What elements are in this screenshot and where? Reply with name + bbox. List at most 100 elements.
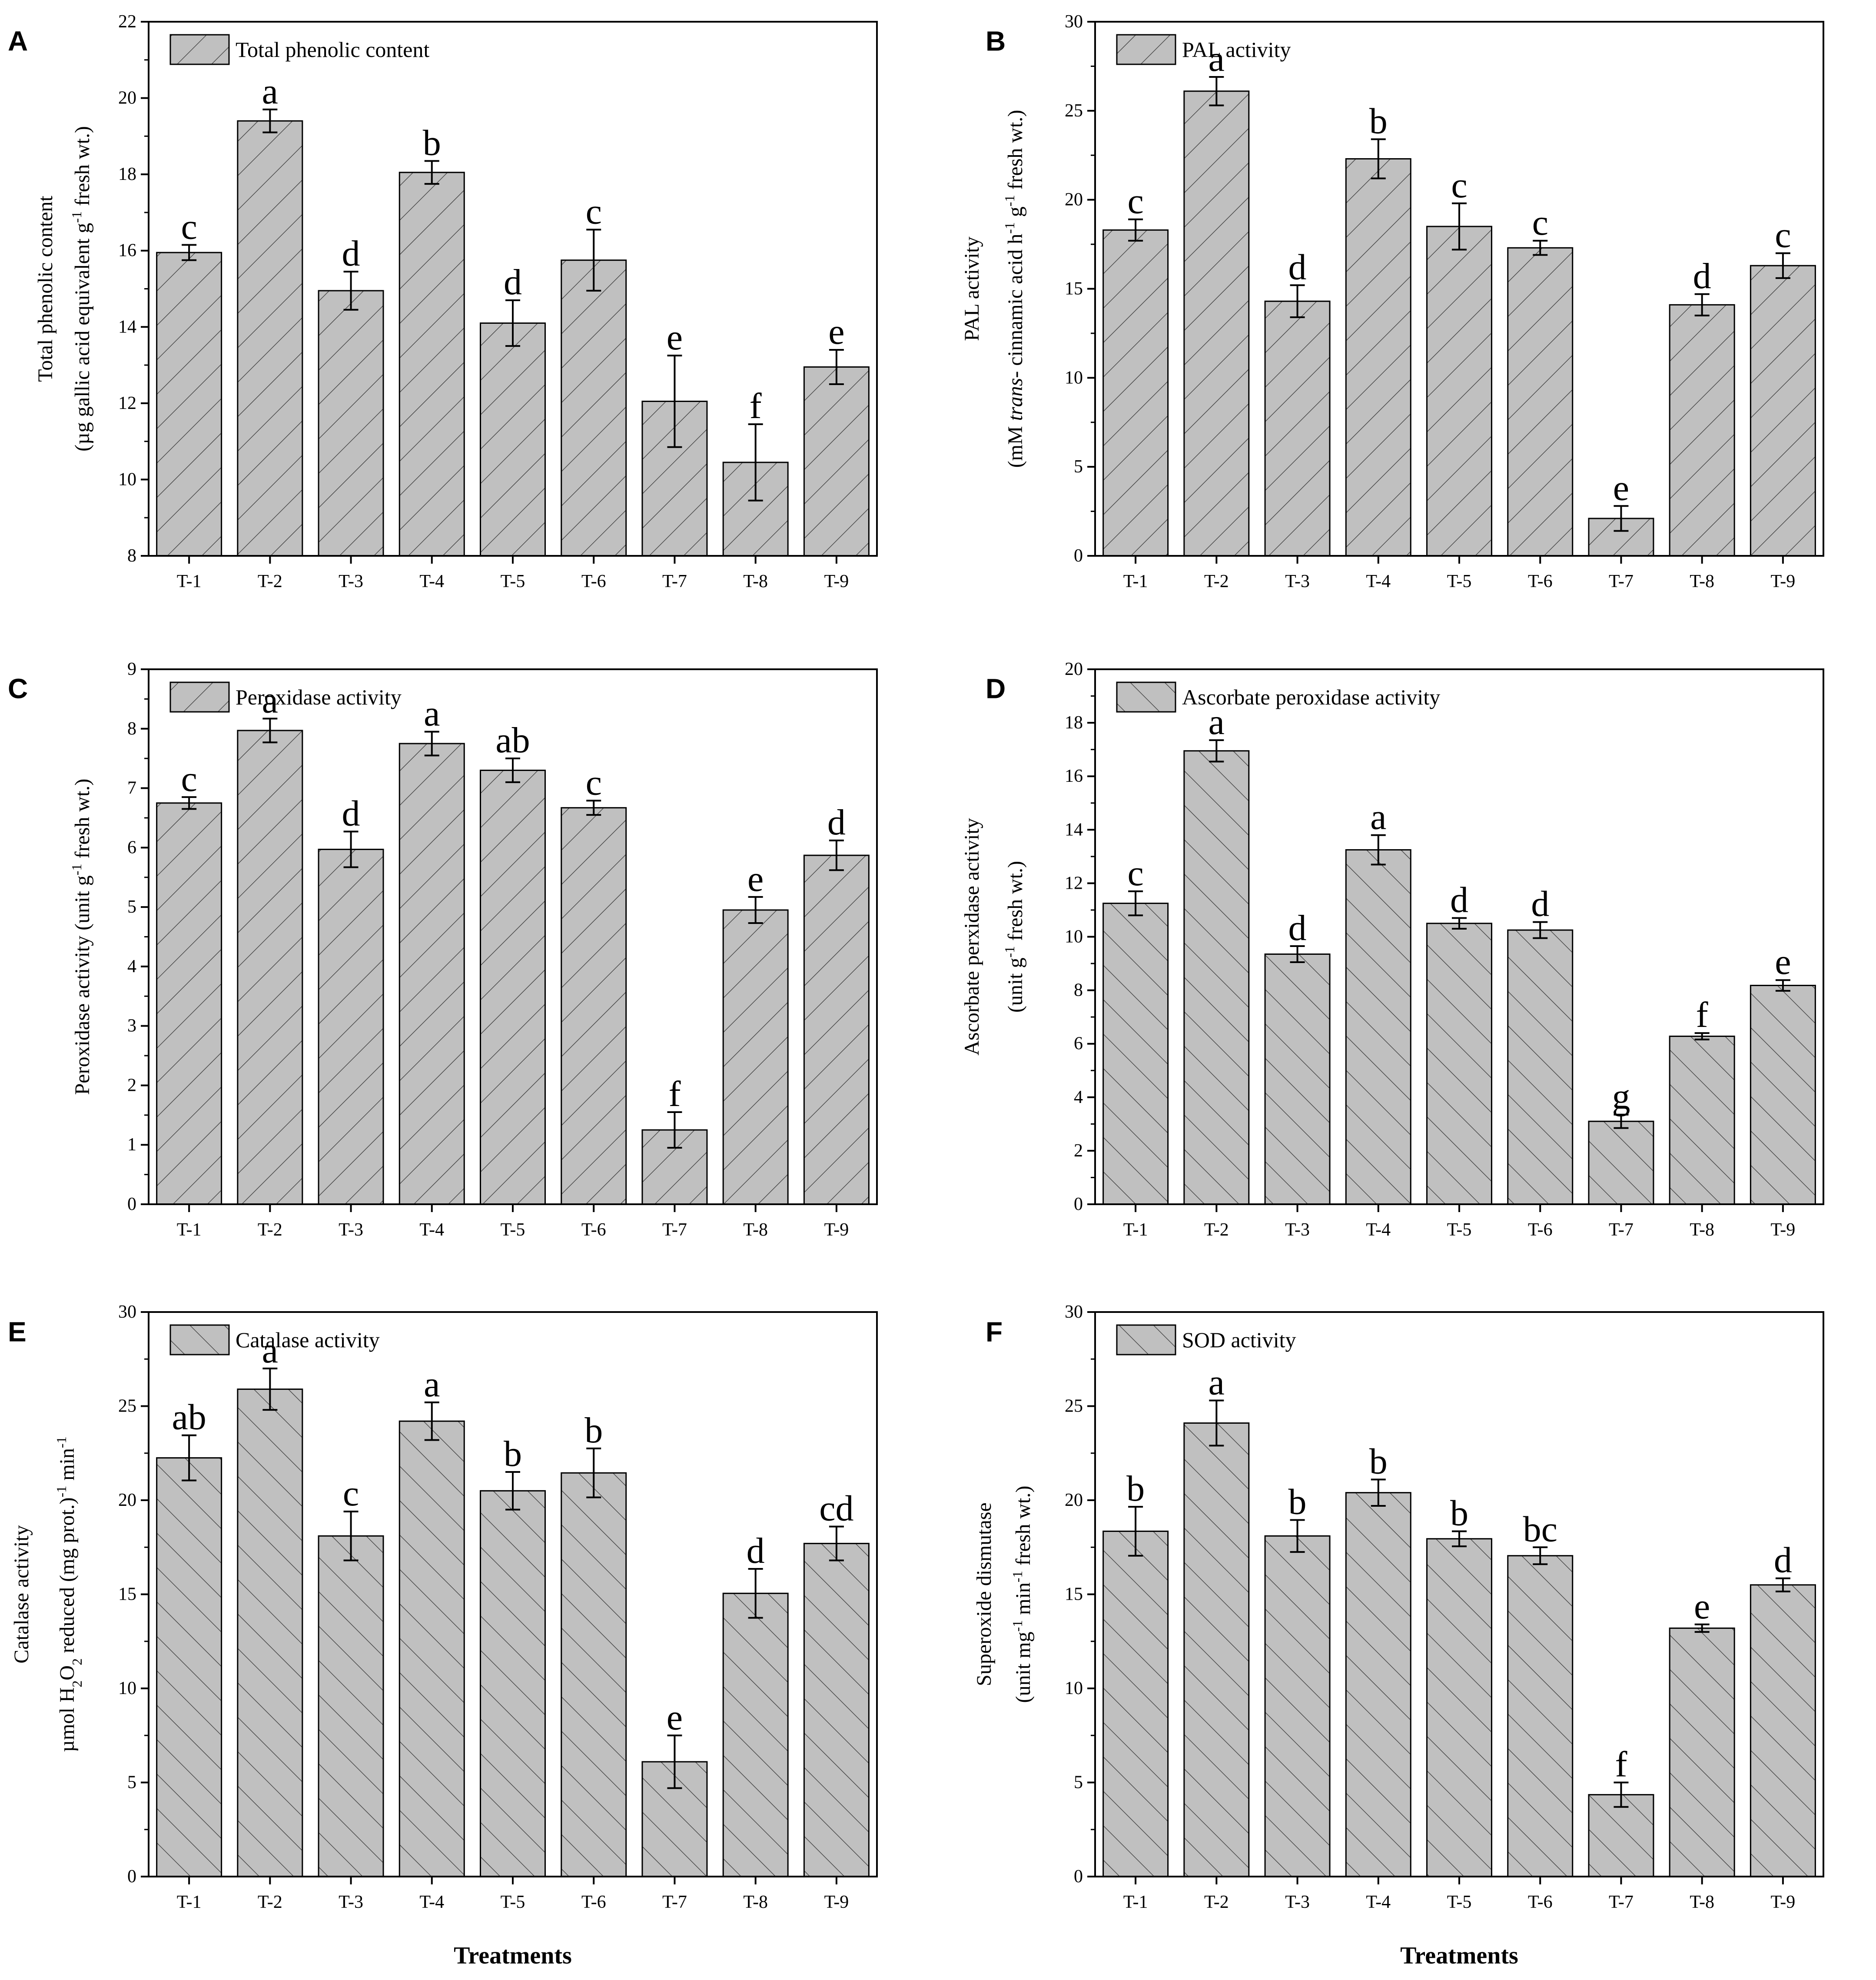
error-bar-t-2 — [1209, 739, 1224, 763]
error-bar-t-1 — [182, 244, 197, 261]
significance-letter: c — [1127, 853, 1143, 894]
legend-swatch — [1116, 1324, 1176, 1355]
x-tick-label: T-3 — [1285, 1220, 1310, 1240]
error-bar-t-2 — [262, 1367, 278, 1411]
error-bar-t-9 — [829, 1525, 844, 1561]
legend: Total phenolic content — [169, 34, 429, 65]
bar-t-3 — [1264, 953, 1331, 1205]
y-tick-label: 20 — [118, 88, 136, 108]
error-bar-t-5 — [1452, 917, 1467, 930]
significance-letter: a — [424, 1364, 440, 1405]
error-bar-t-3 — [1290, 945, 1305, 963]
y-axis-title: Ascorbate perxidase activity — [960, 818, 983, 1055]
panel-letter: E — [8, 1316, 27, 1347]
bar-t-2 — [237, 730, 303, 1205]
significance-letter: d — [1288, 247, 1307, 287]
x-tick-label: T-7 — [662, 571, 687, 591]
bar-t-9 — [803, 1543, 870, 1877]
legend-label: Peroxidase activity — [236, 685, 402, 709]
error-bar-t-7 — [1614, 1113, 1629, 1129]
x-axis-title: Treatments — [1400, 1942, 1518, 1969]
error-bar-t-8 — [1694, 1623, 1710, 1633]
error-bar-t-8 — [1694, 293, 1710, 316]
chart-panel-a: Ac a d b d c e f e 8 10 12 14 16 18 20 22 T-1 T-2 T-3 T-4 T-5… — [8, 12, 878, 591]
y-tick-label: 16 — [1065, 766, 1083, 786]
x-tick-label: T-5 — [501, 1892, 525, 1912]
bar-t-3 — [318, 290, 384, 557]
y-tick-label: 12 — [1065, 873, 1083, 893]
significance-letter: a — [1209, 39, 1225, 79]
error-bar-t-1 — [1128, 218, 1143, 242]
x-tick-label: T-6 — [1528, 1892, 1553, 1912]
bar-t-9 — [803, 854, 870, 1205]
bar-t-4 — [1345, 158, 1411, 557]
significance-letter: f — [1696, 995, 1708, 1035]
x-tick-label: T-8 — [743, 1892, 768, 1912]
significance-letter: e — [1694, 1586, 1710, 1627]
x-tick-label: T-8 — [1690, 1892, 1714, 1912]
error-bar-t-3 — [1290, 1519, 1305, 1553]
y-tick-label: 18 — [118, 164, 136, 184]
legend-label: Catalase activity — [236, 1328, 380, 1352]
error-bar-t-5 — [505, 757, 520, 783]
chart-panel-c: Cc a d a ab c f e d 0 1 2 3 4 5 6 7 8 9 T-1 T-2 T-3 T-4 T-5 T-6 T… — [8, 659, 878, 1240]
y-tick-label: 1 — [127, 1135, 136, 1155]
bar-t-5 — [1426, 923, 1492, 1205]
bar-t-2 — [237, 120, 303, 557]
panel-letter: A — [8, 25, 28, 56]
significance-letter: f — [750, 386, 762, 426]
y-tick-label: 9 — [127, 659, 136, 679]
bar-t-8 — [1669, 1035, 1735, 1205]
bar-t-5 — [480, 770, 546, 1205]
x-tick-label: T-3 — [339, 1892, 363, 1912]
y-tick-label: 30 — [118, 1302, 136, 1322]
error-bar-t-6 — [586, 800, 601, 816]
significance-letter: b — [1369, 101, 1388, 141]
legend-swatch — [169, 34, 230, 65]
error-bar-t-9 — [1775, 979, 1790, 992]
error-bar-t-2 — [1209, 1399, 1224, 1447]
significance-letter: e — [828, 312, 844, 352]
legend-swatch — [1116, 681, 1176, 713]
bar-t-5 — [480, 1490, 546, 1877]
bar-t-2 — [1183, 750, 1250, 1205]
error-bar-t-3 — [1290, 284, 1305, 319]
x-tick-label: T-9 — [824, 571, 849, 591]
significance-letter: e — [667, 1697, 683, 1737]
y-tick-label: 20 — [1065, 659, 1083, 679]
error-bar-t-4 — [1371, 1478, 1386, 1507]
x-tick-label: T-1 — [177, 1220, 202, 1240]
y-tick-label: 0 — [1074, 1867, 1083, 1887]
bar-t-9 — [1750, 985, 1816, 1205]
significance-letter: d — [747, 1531, 765, 1571]
x-tick-label: T-4 — [419, 1220, 444, 1240]
error-bar-t-8 — [748, 423, 763, 502]
error-bar-t-3 — [343, 1510, 359, 1561]
x-tick-label: T-7 — [662, 1220, 687, 1240]
y-axis-title: µmol H2O2 reduced (mg prot.)-1 min-1 — [53, 1436, 85, 1752]
error-bar-t-6 — [586, 1447, 601, 1498]
y-axis-title: (mM trans- cinnamic acid h-1 g-1 fresh w… — [1002, 110, 1027, 468]
bar-t-1 — [156, 1457, 222, 1877]
significance-letter: c — [586, 762, 602, 803]
significance-letter: b — [423, 123, 441, 163]
x-tick-label: T-5 — [1447, 1220, 1472, 1240]
bar-t-8 — [722, 1592, 789, 1877]
x-tick-label: T-2 — [1204, 1220, 1229, 1240]
y-axis-title: Peroxidase activity (unit g-1 fresh wt.) — [69, 779, 94, 1095]
y-tick-label: 8 — [127, 546, 136, 566]
x-tick-label: T-9 — [1770, 571, 1795, 591]
significance-letter: d — [504, 262, 522, 302]
error-bar-t-7 — [1614, 1781, 1629, 1808]
error-bar-t-2 — [262, 108, 278, 133]
y-axis-title: Catalase activity — [10, 1525, 33, 1664]
error-bar-t-9 — [1775, 252, 1790, 279]
error-bar-t-7 — [1614, 505, 1629, 532]
y-tick-label: 15 — [118, 1585, 136, 1605]
y-tick-label: 25 — [1065, 1396, 1083, 1416]
chart-panel-d: Dc a d a d d g f e 0 2 4 6 8 10 12 14 16 18 20 T-1 T-2 T-3 T-4 T… — [960, 659, 1824, 1240]
y-tick-label: 20 — [1065, 190, 1083, 210]
legend: SOD activity — [1116, 1324, 1296, 1355]
y-tick-label: 15 — [1065, 279, 1083, 299]
